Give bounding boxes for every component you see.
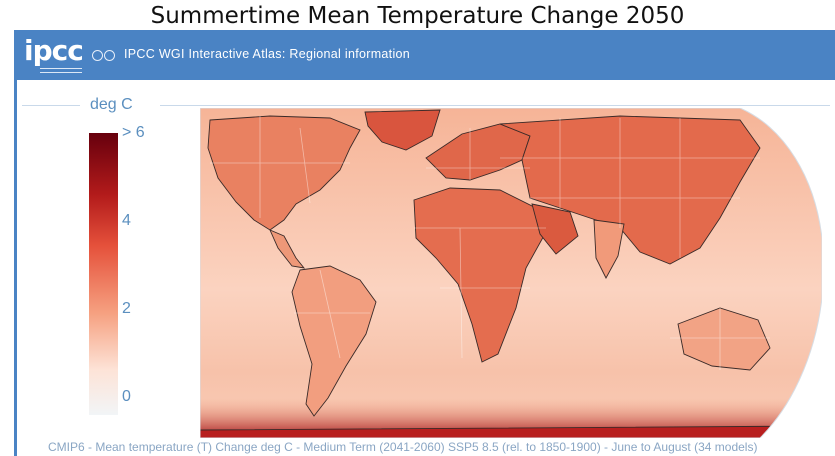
partner-emblems [92, 50, 116, 61]
wmo-emblem-icon [92, 50, 103, 61]
ipcc-logo[interactable]: ipcc [24, 35, 86, 75]
land-greenland [364, 109, 441, 151]
legend-divider-left [22, 105, 80, 106]
land-australia [677, 307, 771, 371]
unep-emblem-icon [104, 50, 115, 61]
legend-divider-right [160, 105, 830, 106]
land-india [593, 219, 625, 279]
land-north-america [207, 115, 361, 231]
logo-text: ipcc [24, 34, 84, 67]
atlas-header: ipcc IPCC WGI Interactive Atlas: Regiona… [14, 30, 835, 80]
land-antarctica [200, 425, 822, 438]
legend-unit: deg C [90, 96, 133, 113]
region-grid [210, 116, 770, 370]
map-boundary [200, 108, 822, 438]
land-central-america [269, 229, 306, 269]
colorbar-tick-2: 2 [122, 300, 131, 317]
atlas-title: IPCC WGI Interactive Atlas: Regional inf… [124, 47, 411, 61]
figure-title: Summertime Mean Temperature Change 2050 [150, 3, 685, 29]
map-caption: CMIP6 - Mean temperature (T) Change deg … [48, 440, 758, 454]
colorbar-tick-max: > 6 [122, 124, 145, 141]
colorbar-tick-4: 4 [122, 212, 131, 229]
land-africa [413, 187, 547, 363]
land-south-america [291, 265, 377, 417]
land-arabia [531, 203, 579, 255]
colorbar-tick-0: 0 [122, 388, 131, 405]
colorbar [89, 133, 118, 415]
logo-underline [40, 68, 82, 73]
world-map[interactable] [200, 108, 822, 438]
land-asia [499, 115, 761, 265]
